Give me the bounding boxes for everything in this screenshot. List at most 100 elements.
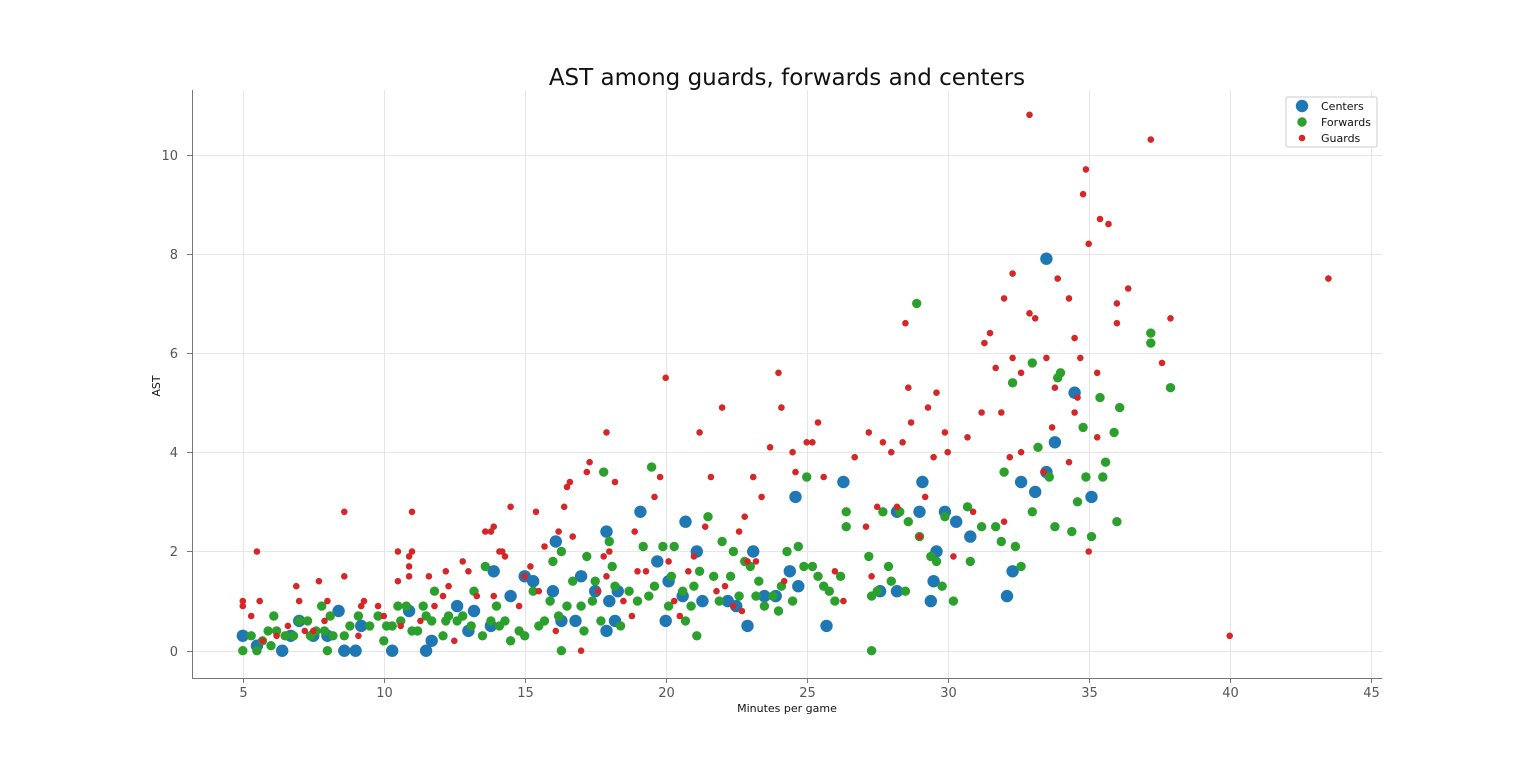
guards-point [1226, 632, 1233, 640]
guards-point [473, 592, 481, 600]
forwards-point [830, 596, 840, 606]
guards-point [840, 597, 847, 605]
centers-point [504, 589, 517, 603]
guards-point [284, 622, 292, 630]
guards-point [670, 597, 678, 605]
forwards-point [841, 507, 851, 517]
centers-point [549, 535, 562, 548]
guards-point [803, 439, 810, 446]
guards-point [1017, 369, 1025, 377]
guards-point [431, 602, 438, 610]
guards-point [642, 568, 650, 575]
forwards-point [638, 541, 648, 552]
guards-point [606, 548, 613, 555]
x-tick-label: 25 [799, 686, 816, 701]
guards-point [405, 553, 413, 560]
forwards-point [903, 517, 913, 527]
centers-point [924, 594, 937, 608]
centers-point [1040, 252, 1053, 265]
forwards-point [948, 596, 959, 606]
guards-point [969, 508, 977, 516]
y-tick-label: 10 [161, 149, 178, 164]
guards-point [1065, 295, 1073, 302]
guards-point [603, 573, 610, 580]
guards-point [1113, 300, 1121, 307]
y-tick-label: 0 [170, 645, 178, 660]
centers-point [569, 614, 582, 628]
x-tick-label: 20 [658, 686, 675, 701]
guards-point [865, 429, 873, 436]
guards-point [905, 384, 912, 392]
centers-point [696, 594, 709, 608]
guards-point [1009, 270, 1016, 277]
centers-point [450, 599, 464, 613]
guards-point [465, 568, 472, 575]
guards-point [315, 577, 323, 585]
forwards-point [694, 566, 705, 576]
data-points [236, 111, 1332, 657]
y-axis-ticks: 0 2 4 6 8 10 [161, 149, 192, 660]
centers-point [758, 589, 771, 603]
centers-point [332, 604, 345, 618]
guards-point [273, 632, 280, 640]
guards-point [239, 602, 247, 610]
forwards-point [999, 467, 1009, 477]
guards-point [569, 533, 576, 540]
forwards-point [1027, 507, 1038, 517]
guards-point [532, 508, 540, 516]
guards-point [1113, 319, 1121, 327]
centers-point [1000, 589, 1014, 603]
guards-point [1000, 295, 1008, 302]
forwards-point [754, 576, 764, 586]
guards-point [1096, 215, 1104, 223]
guards-point [321, 617, 328, 625]
forwards-point [579, 626, 589, 636]
guards-point [560, 503, 568, 511]
x-tick-label: 30 [940, 686, 957, 701]
guards-point [445, 582, 452, 590]
guards-point [380, 612, 388, 620]
centers-point [487, 565, 500, 578]
centers-point [651, 555, 664, 568]
forwards-point [412, 626, 423, 636]
guards-point [600, 553, 607, 560]
legend-marker-forwards [1297, 117, 1307, 127]
forwards-point [269, 611, 279, 621]
guards-point [259, 637, 266, 645]
centers-point [338, 644, 351, 657]
guards-point [442, 568, 450, 575]
forwards-point [322, 646, 333, 656]
forwards-point [689, 581, 699, 591]
guards-point [992, 364, 999, 372]
guards-point [868, 573, 875, 580]
centers-point [425, 634, 438, 647]
forwards-point [703, 512, 713, 522]
forwards-point [965, 556, 975, 567]
forwards-point [714, 596, 724, 606]
guards-point [583, 468, 591, 476]
forwards-point [1078, 422, 1088, 433]
forwards-point [401, 601, 411, 611]
guards-point [758, 493, 765, 501]
centers-point [386, 644, 399, 657]
centers-point [1014, 475, 1028, 489]
guards-point [408, 508, 416, 516]
forwards-point [787, 596, 798, 606]
forwards-point [1146, 338, 1156, 348]
guards-point [1124, 285, 1132, 292]
guards-point [851, 453, 858, 461]
forwards-point [373, 611, 383, 621]
guards-point [738, 607, 746, 615]
forwards-point [271, 626, 282, 636]
forwards-point [252, 646, 262, 656]
forwards-point [866, 646, 877, 656]
guards-point [405, 573, 413, 580]
forwards-point [807, 561, 818, 572]
legend-marker-guards [1298, 134, 1306, 142]
forwards-point [1007, 378, 1018, 388]
centers-point [950, 515, 963, 528]
guards-point [490, 592, 498, 600]
y-tick-label: 4 [170, 446, 178, 461]
forwards-point [1033, 442, 1043, 452]
guards-point [487, 528, 495, 535]
